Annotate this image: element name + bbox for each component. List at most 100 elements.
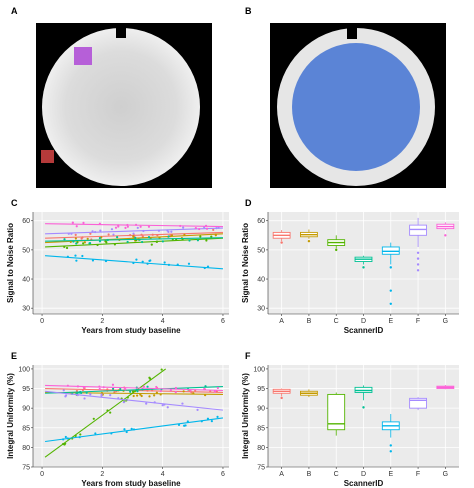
phantom-marker-b xyxy=(347,27,357,39)
data-point xyxy=(136,226,139,229)
data-point xyxy=(116,235,119,239)
y-axis-label: Signal to Noise Ratio xyxy=(241,223,250,303)
data-point xyxy=(142,385,145,388)
data-point xyxy=(94,432,97,435)
box-c xyxy=(327,235,346,252)
phantom-marker-a xyxy=(116,26,126,38)
data-point xyxy=(182,390,185,393)
x-axis-label: Years from study baseline xyxy=(81,479,181,488)
data-point xyxy=(196,239,200,242)
data-point xyxy=(92,417,95,420)
panel-letter-a: A xyxy=(11,6,18,16)
data-point xyxy=(123,428,126,431)
data-point xyxy=(79,433,82,436)
data-point xyxy=(150,243,153,246)
data-point xyxy=(119,387,122,391)
x-tick-label: 0 xyxy=(40,471,44,478)
data-point xyxy=(117,225,120,228)
y-tick-label: 60 xyxy=(257,218,265,225)
data-point xyxy=(174,391,177,394)
data-point xyxy=(139,225,142,228)
data-point xyxy=(136,394,139,397)
x-tick-label: G xyxy=(443,318,448,325)
box-a xyxy=(272,230,291,244)
y-tick-label: 85 xyxy=(22,425,30,432)
data-point xyxy=(86,237,89,240)
data-point xyxy=(196,408,199,412)
data-point xyxy=(91,259,95,262)
trend-line-b xyxy=(45,233,223,244)
data-point xyxy=(194,226,197,230)
x-tick-label: B xyxy=(307,471,312,478)
y-axis-label: Integral Uniformity (%) xyxy=(241,373,250,459)
outlier-point xyxy=(389,266,392,269)
outlier-point xyxy=(389,450,392,453)
box-b xyxy=(300,229,318,243)
box-g xyxy=(436,385,455,390)
data-point xyxy=(104,240,107,243)
data-point xyxy=(124,226,127,229)
box-d xyxy=(354,255,373,269)
data-point xyxy=(132,235,135,238)
data-point xyxy=(65,246,69,250)
x-tick-label: 6 xyxy=(221,471,225,478)
x-tick-label: B xyxy=(307,318,312,325)
data-point xyxy=(75,225,78,228)
data-point xyxy=(212,228,215,231)
data-point xyxy=(169,389,172,392)
panel-letter-f: F xyxy=(245,351,251,361)
data-point xyxy=(174,386,178,390)
data-point xyxy=(198,227,201,231)
trend-line-d xyxy=(45,386,223,394)
outlier-point xyxy=(362,406,365,409)
data-point xyxy=(147,225,151,228)
y-tick-label: 50 xyxy=(257,247,265,254)
trend-line-a xyxy=(45,231,223,239)
data-point xyxy=(74,233,77,237)
trend-line-f xyxy=(45,390,224,411)
data-point xyxy=(99,229,102,232)
box-body xyxy=(409,397,427,409)
data-point xyxy=(100,394,103,397)
data-point xyxy=(140,394,143,398)
outlier-point xyxy=(389,289,392,292)
data-point xyxy=(161,240,164,243)
plot-area xyxy=(33,365,229,467)
data-point xyxy=(74,254,77,257)
data-point xyxy=(88,242,91,245)
x-tick-label: 4 xyxy=(161,471,165,478)
data-point xyxy=(111,383,115,386)
y-tick-label: 80 xyxy=(22,445,30,452)
data-point xyxy=(122,401,126,404)
data-point xyxy=(109,411,112,414)
chart-d: D 30 40 50 60 A B C D E F G ScannerID Signal to Noise… xyxy=(241,198,459,335)
data-point xyxy=(181,402,184,405)
data-point xyxy=(83,397,86,400)
chart-c: C 30 40 50 60 0 2 4 6 Years from study baseline Si… xyxy=(6,198,229,335)
data-point xyxy=(188,239,191,242)
trend-line-c xyxy=(45,237,223,248)
roi-blue xyxy=(292,43,420,171)
data-point xyxy=(216,386,219,390)
data-point xyxy=(132,232,135,235)
data-point xyxy=(145,402,148,405)
y-tick-label: 80 xyxy=(257,445,265,452)
data-point xyxy=(89,393,92,396)
box-a xyxy=(272,388,291,400)
x-tick-label: D xyxy=(361,471,366,478)
x-tick-label: 2 xyxy=(100,471,104,478)
x-tick-label: 0 xyxy=(40,318,44,325)
data-point xyxy=(63,238,66,241)
data-point xyxy=(82,242,85,245)
data-point xyxy=(163,261,166,264)
data-point xyxy=(130,427,133,430)
data-point xyxy=(107,233,110,236)
data-point xyxy=(205,227,209,230)
data-point xyxy=(62,389,65,392)
roi-purple xyxy=(74,47,92,65)
data-point xyxy=(124,388,127,391)
chart-e: E 75 80 85 90 95 100 0 2 4 6 Years from study basel… xyxy=(6,351,229,488)
outlier-point xyxy=(280,241,283,244)
